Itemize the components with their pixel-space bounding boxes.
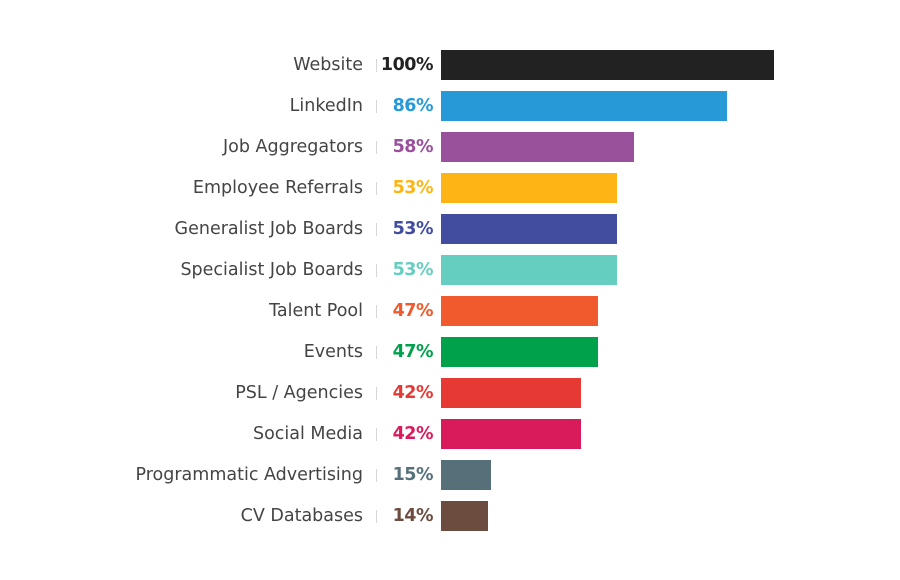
category-label: PSL / Agencies bbox=[235, 383, 363, 403]
bar bbox=[441, 501, 488, 531]
bar-row: Programmatic Advertising 15% bbox=[0, 460, 900, 490]
category-label: Specialist Job Boards bbox=[180, 260, 363, 280]
bar bbox=[441, 337, 598, 367]
bar bbox=[441, 132, 634, 162]
bar-row: Specialist Job Boards 53% bbox=[0, 255, 900, 285]
separator-tick bbox=[376, 428, 377, 441]
value-label: 100% bbox=[380, 55, 434, 75]
category-label: Job Aggregators bbox=[222, 137, 363, 157]
bar-row: Generalist Job Boards 53% bbox=[0, 214, 900, 244]
bar bbox=[441, 460, 491, 490]
bar-row: PSL / Agencies 42% bbox=[0, 378, 900, 408]
value-label: 58% bbox=[392, 137, 434, 157]
bar bbox=[441, 296, 598, 326]
bar bbox=[441, 91, 727, 121]
separator-tick bbox=[376, 510, 377, 523]
bar-row: Employee Referrals 53% bbox=[0, 173, 900, 203]
bar-row: CV Databases 14% bbox=[0, 501, 900, 531]
separator-tick bbox=[376, 346, 377, 359]
bar-row: Job Aggregators 58% bbox=[0, 132, 900, 162]
category-label: CV Databases bbox=[240, 506, 363, 526]
value-label: 53% bbox=[392, 219, 434, 239]
bar bbox=[441, 378, 581, 408]
bar-row: LinkedIn 86% bbox=[0, 91, 900, 121]
bar bbox=[441, 173, 617, 203]
value-label: 86% bbox=[392, 96, 434, 116]
bar-row: Social Media 42% bbox=[0, 419, 900, 449]
category-label: Talent Pool bbox=[269, 301, 363, 321]
category-label: Website bbox=[293, 55, 363, 75]
value-label: 15% bbox=[392, 465, 434, 485]
category-label: Events bbox=[303, 342, 363, 362]
category-label: LinkedIn bbox=[289, 96, 363, 116]
value-label: 14% bbox=[392, 506, 434, 526]
separator-tick bbox=[376, 305, 377, 318]
bar-row: Talent Pool 47% bbox=[0, 296, 900, 326]
value-label: 42% bbox=[392, 424, 434, 444]
bar-row: Events 47% bbox=[0, 337, 900, 367]
category-label: Generalist Job Boards bbox=[174, 219, 363, 239]
separator-tick bbox=[376, 469, 377, 482]
bar bbox=[441, 419, 581, 449]
value-label: 53% bbox=[392, 260, 434, 280]
separator-tick bbox=[376, 182, 377, 195]
separator-tick bbox=[376, 223, 377, 236]
bar bbox=[441, 50, 774, 80]
bar bbox=[441, 214, 617, 244]
category-label: Programmatic Advertising bbox=[135, 465, 363, 485]
separator-tick bbox=[376, 100, 377, 113]
value-label: 53% bbox=[392, 178, 434, 198]
category-label: Social Media bbox=[252, 424, 363, 444]
separator-tick bbox=[376, 264, 377, 277]
separator-tick bbox=[376, 387, 377, 400]
separator-tick bbox=[376, 141, 377, 154]
value-label: 42% bbox=[392, 383, 434, 403]
category-label: Employee Referrals bbox=[192, 178, 363, 198]
value-label: 47% bbox=[392, 342, 434, 362]
bar bbox=[441, 255, 617, 285]
separator-tick bbox=[376, 59, 377, 72]
bar-row: Website 100% bbox=[0, 50, 900, 80]
value-label: 47% bbox=[392, 301, 434, 321]
